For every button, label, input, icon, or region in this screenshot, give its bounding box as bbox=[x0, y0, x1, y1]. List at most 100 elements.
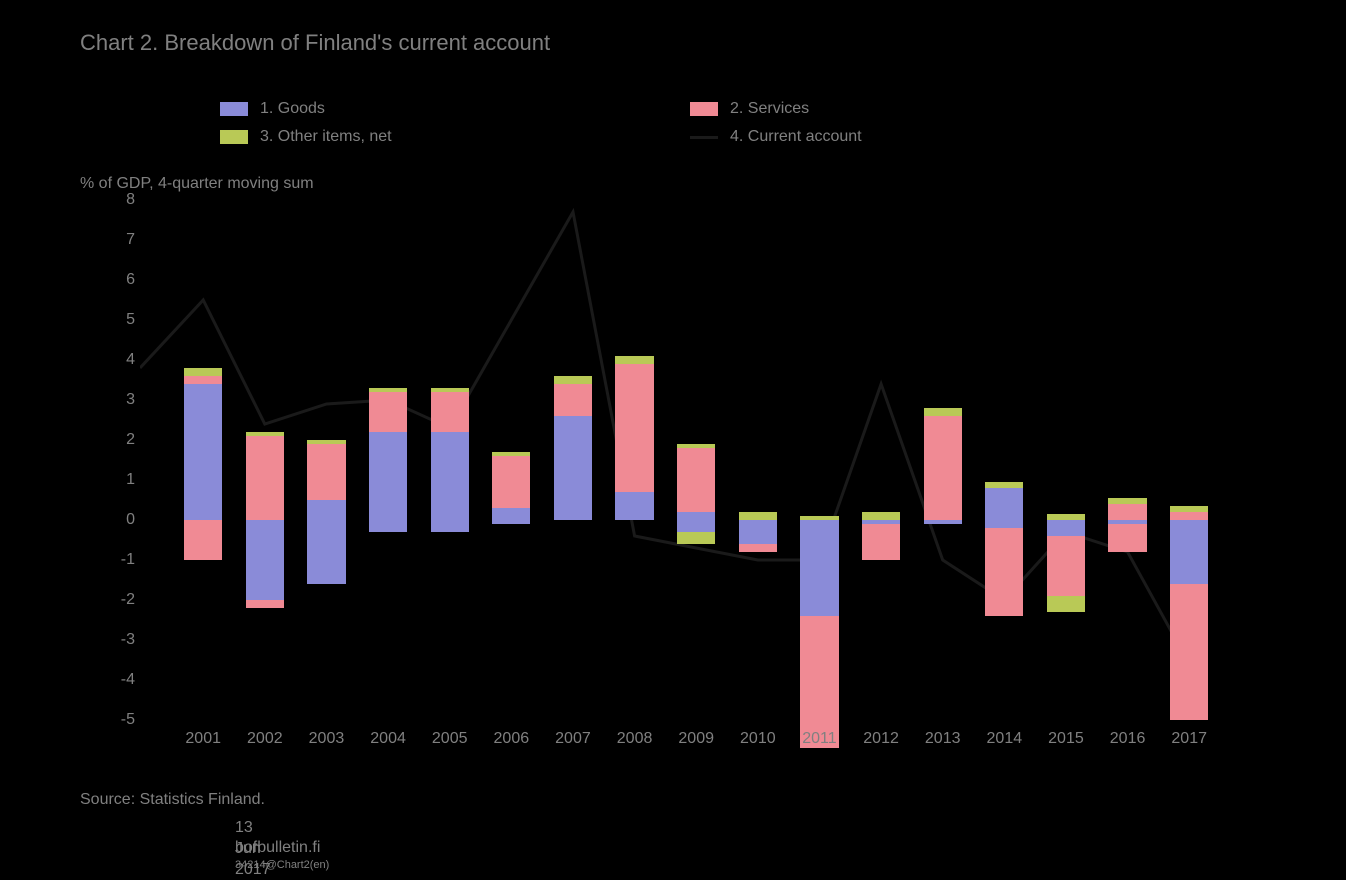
bar-group bbox=[1108, 200, 1146, 720]
bar-seg-services bbox=[554, 384, 592, 416]
legend-label-services: 2. Services bbox=[730, 100, 809, 118]
x-tick-label: 2015 bbox=[1048, 730, 1084, 748]
x-tick-label: 2017 bbox=[1171, 730, 1207, 748]
x-tick-label: 2016 bbox=[1110, 730, 1146, 748]
bar-seg-goods bbox=[307, 520, 345, 584]
y-tick-label: 2 bbox=[85, 431, 135, 449]
bar-group bbox=[615, 200, 653, 720]
x-tick-label: 2010 bbox=[740, 730, 776, 748]
bar-seg-goods bbox=[492, 520, 530, 524]
y-tick-label: 5 bbox=[85, 311, 135, 329]
bar-group bbox=[246, 200, 284, 720]
x-tick-label: 2012 bbox=[863, 730, 899, 748]
legend: 1. Goods 2. Services 3. Other items, net 4.… bbox=[220, 100, 1120, 146]
bar-seg-services bbox=[1108, 504, 1146, 520]
bar-seg-services bbox=[369, 392, 407, 432]
bar-seg-goods bbox=[677, 520, 715, 532]
bar-seg-services bbox=[677, 448, 715, 512]
bar-seg-other bbox=[677, 532, 715, 544]
legend-swatch-goods bbox=[220, 102, 248, 116]
bar-seg-other bbox=[985, 482, 1023, 488]
chart-area bbox=[140, 200, 1220, 720]
bar-group bbox=[1170, 200, 1208, 720]
bar-seg-other bbox=[862, 512, 900, 520]
x-tick-label: 2007 bbox=[555, 730, 591, 748]
chart-container: Chart 2. Breakdown of Finland's current … bbox=[0, 0, 1346, 880]
bar-group bbox=[369, 200, 407, 720]
legend-label-goods: 1. Goods bbox=[260, 100, 325, 118]
bar-seg-goods bbox=[739, 520, 777, 544]
legend-item-ca: 4. Current account bbox=[690, 128, 1120, 146]
bar-seg-other bbox=[554, 376, 592, 384]
bar-seg-goods bbox=[369, 520, 407, 532]
x-axis-labels: 2001200220032004200520062007200820092010… bbox=[140, 730, 1220, 760]
bar-seg-services bbox=[184, 376, 222, 384]
x-tick-label: 2008 bbox=[617, 730, 653, 748]
legend-label-other: 3. Other items, net bbox=[260, 128, 392, 146]
bar-seg-services bbox=[615, 364, 653, 492]
bar-seg-services bbox=[184, 520, 222, 560]
bar-seg-goods bbox=[246, 520, 284, 600]
bar-seg-goods bbox=[554, 416, 592, 520]
bar-seg-services bbox=[492, 456, 530, 508]
bar-seg-services bbox=[246, 600, 284, 608]
bar-group bbox=[431, 200, 469, 720]
bar-group bbox=[739, 200, 777, 720]
y-tick-label: 8 bbox=[85, 191, 135, 209]
bar-seg-goods bbox=[615, 492, 653, 520]
bar-seg-other bbox=[431, 388, 469, 392]
bar-seg-services bbox=[431, 392, 469, 432]
bar-seg-other bbox=[1047, 596, 1085, 612]
bar-seg-other bbox=[1108, 498, 1146, 504]
y-tick-label: 6 bbox=[85, 271, 135, 289]
bar-seg-other bbox=[615, 356, 653, 364]
bar-seg-goods bbox=[431, 520, 469, 532]
bar-seg-other bbox=[307, 440, 345, 444]
x-tick-label: 2003 bbox=[309, 730, 345, 748]
bar-seg-goods bbox=[1047, 520, 1085, 536]
legend-item-services: 2. Services bbox=[690, 100, 1120, 118]
bar-seg-goods bbox=[431, 432, 469, 520]
bar-seg-other bbox=[492, 452, 530, 456]
bar-seg-goods bbox=[184, 384, 222, 520]
legend-swatch-ca bbox=[690, 136, 718, 139]
bar-seg-services bbox=[307, 444, 345, 500]
y-tick-label: -2 bbox=[85, 591, 135, 609]
bar-seg-services bbox=[246, 436, 284, 520]
bar-seg-other bbox=[739, 512, 777, 520]
bar-seg-goods bbox=[985, 488, 1023, 520]
bar-seg-goods bbox=[800, 520, 838, 616]
footer-site: bofbulletin.fi bbox=[235, 838, 320, 859]
bar-group bbox=[307, 200, 345, 720]
x-tick-label: 2004 bbox=[370, 730, 406, 748]
bar-seg-goods bbox=[307, 500, 345, 520]
y-tick-label: 0 bbox=[85, 511, 135, 529]
y-tick-label: -3 bbox=[85, 631, 135, 649]
bar-seg-services bbox=[1108, 524, 1146, 552]
x-tick-label: 2013 bbox=[925, 730, 961, 748]
bar-group bbox=[862, 200, 900, 720]
bar-seg-other bbox=[184, 368, 222, 376]
bar-seg-goods bbox=[492, 508, 530, 520]
x-tick-label: 2005 bbox=[432, 730, 468, 748]
legend-swatch-other bbox=[220, 130, 248, 144]
y-axis-labels: 876543210-1-2-3-4-5 bbox=[85, 200, 135, 760]
chart-title: Chart 2. Breakdown of Finland's current … bbox=[80, 30, 550, 56]
bar-group bbox=[554, 200, 592, 720]
x-tick-label: 2011 bbox=[802, 730, 836, 748]
bar-seg-services bbox=[924, 416, 962, 520]
current-account-line bbox=[140, 212, 1189, 664]
legend-item-other: 3. Other items, net bbox=[220, 128, 650, 146]
bar-seg-services bbox=[739, 544, 777, 552]
bar-seg-other bbox=[246, 432, 284, 436]
bar-seg-services bbox=[862, 524, 900, 560]
bar-seg-goods bbox=[369, 432, 407, 520]
bar-seg-goods bbox=[677, 512, 715, 520]
bar-seg-other bbox=[924, 408, 962, 416]
bar-seg-services bbox=[800, 616, 838, 748]
source-text: Source: Statistics Finland. bbox=[80, 790, 265, 811]
y-tick-label: -4 bbox=[85, 671, 135, 689]
bar-seg-goods bbox=[1170, 520, 1208, 584]
bar-seg-services bbox=[1170, 584, 1208, 720]
bar-seg-other bbox=[369, 388, 407, 392]
